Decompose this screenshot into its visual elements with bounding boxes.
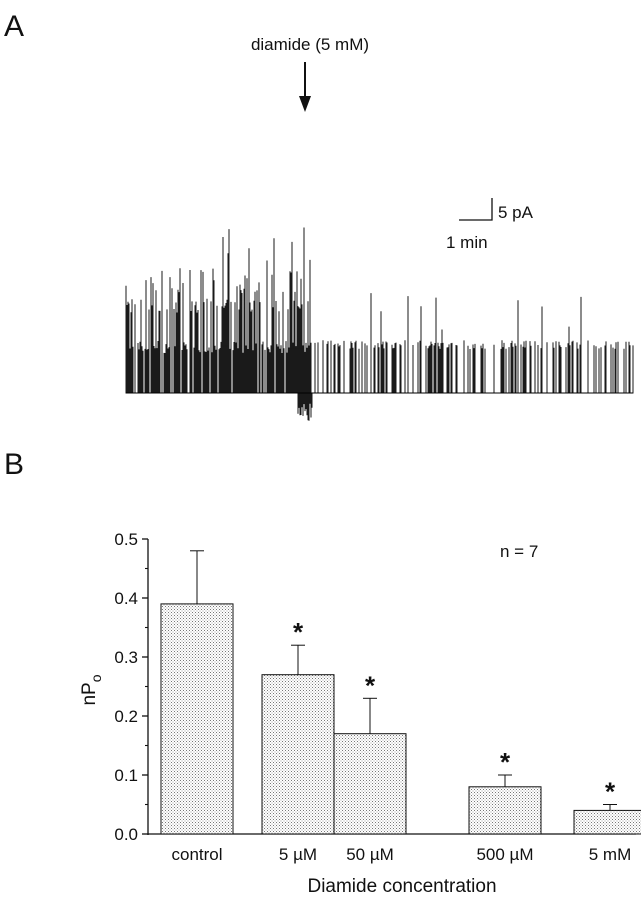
y-tick-label: 0.5 (114, 530, 138, 549)
y-tick-label: 0.0 (114, 825, 138, 844)
significance-star: * (500, 747, 511, 777)
bar (160, 603, 234, 835)
scale-current-label: 5 pA (498, 203, 534, 222)
scale-bar: 5 pA 1 min (446, 198, 534, 252)
significance-star: * (293, 617, 304, 647)
bar (468, 786, 542, 835)
significance-star: * (365, 670, 376, 700)
current-trace (125, 227, 634, 421)
bar (333, 733, 407, 835)
y-axis-label: nPo (79, 674, 104, 705)
bar (261, 674, 335, 835)
category-label: 5 mM (589, 845, 632, 864)
y-tick-label: 0.1 (114, 766, 138, 785)
significance-star: * (605, 777, 616, 807)
bar (573, 809, 641, 835)
diamide-annotation: diamide (5 mM) (251, 35, 369, 54)
category-label: 5 µM (279, 845, 317, 864)
y-tick-label: 0.4 (114, 589, 138, 608)
diamide-arrow (299, 62, 311, 112)
category-label: control (171, 845, 222, 864)
n-label: n = 7 (500, 542, 538, 561)
category-label: 50 µM (346, 845, 394, 864)
bar-chart: 0.0 0.1 0.2 0.3 0.4 0.5 nPo control * 5 µM * 50 µM *… (79, 530, 641, 897)
panel-b-label: B (4, 448, 24, 481)
panel-a-label: A (4, 10, 24, 43)
x-axis-label: Diamide concentration (307, 876, 496, 897)
trace-path (125, 227, 634, 421)
y-tick-label: 0.3 (114, 648, 138, 667)
y-tick-label: 0.2 (114, 707, 138, 726)
scale-time-label: 1 min (446, 233, 488, 252)
category-label: 500 µM (476, 845, 533, 864)
